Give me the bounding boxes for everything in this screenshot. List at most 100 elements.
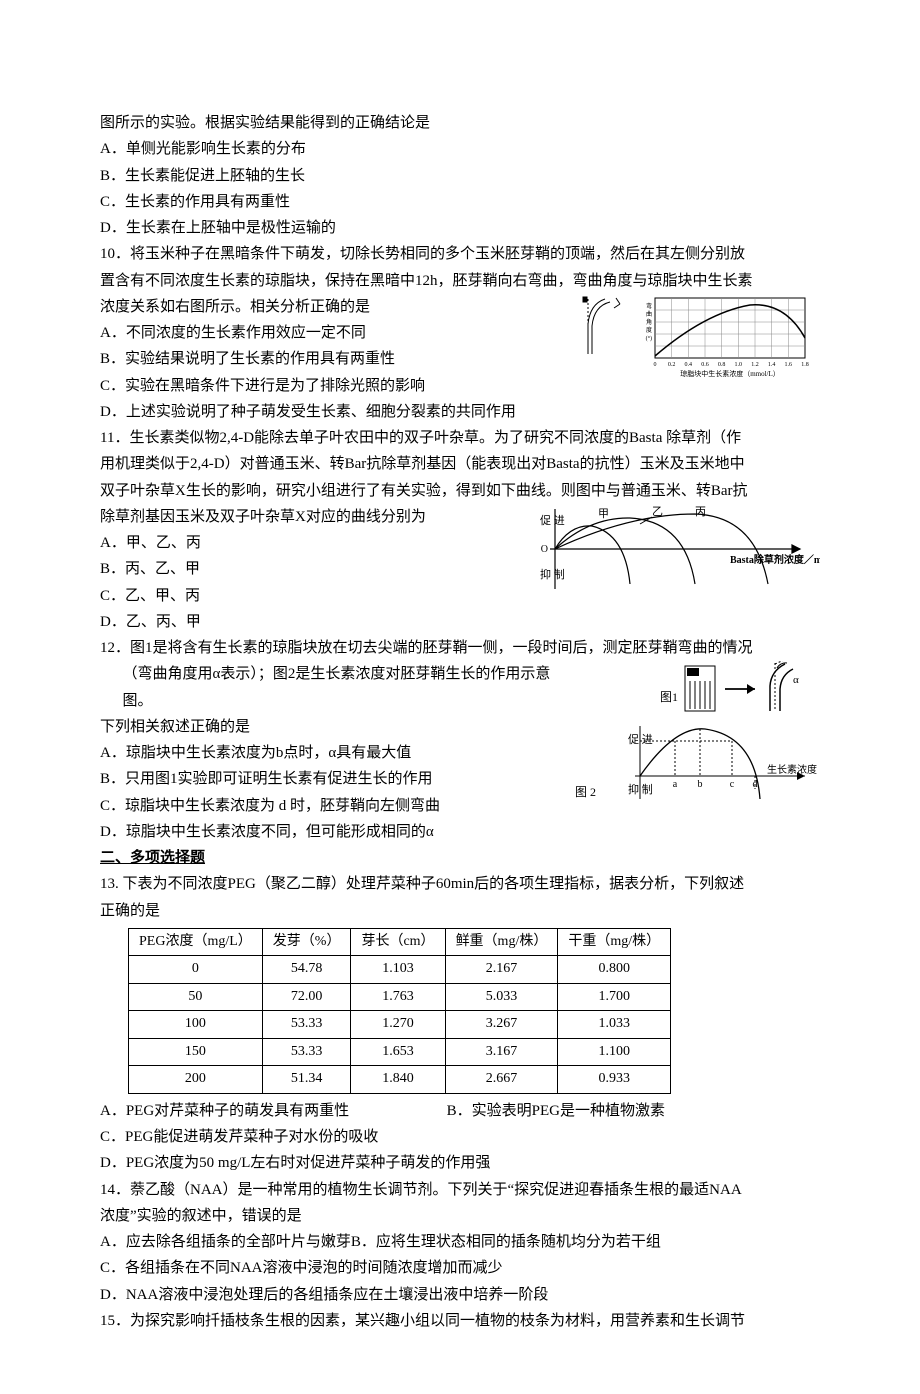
- q11-ylabel-bot: 抑 制: [540, 567, 565, 581]
- q11-opt-d: D．乙、丙、甲: [100, 609, 820, 635]
- table-cell: 1.840: [351, 1066, 445, 1094]
- q11-stem-1: 11．生长素类似物2,4-D能除去单子叶农田中的双子叶杂草。为了研究不同浓度的B…: [100, 425, 820, 451]
- table-row: 10053.331.2703.2671.033: [129, 1011, 671, 1039]
- q11-label-2: 乙: [652, 505, 663, 518]
- table-row: 054.781.1032.1670.800: [129, 956, 671, 984]
- table-row: 20051.341.8402.6670.933: [129, 1066, 671, 1094]
- table-cell: 53.33: [262, 1038, 351, 1066]
- table-cell: 5.033: [445, 983, 558, 1011]
- table-cell: 50: [129, 983, 263, 1011]
- q-intro-stem: 图所示的实验。根据实验结果能得到的正确结论是: [100, 110, 820, 136]
- q11-label-3: 丙: [695, 506, 706, 518]
- table-cell: 54.78: [262, 956, 351, 984]
- table-header: 干重（mg/株）: [558, 928, 671, 956]
- svg-text:角: 角: [646, 318, 652, 326]
- svg-text:0.8: 0.8: [718, 362, 726, 368]
- table-cell: 53.33: [262, 1011, 351, 1039]
- table-cell: 72.00: [262, 983, 351, 1011]
- svg-text:d: d: [753, 779, 758, 790]
- q12-ylabel-bot: 抑 制: [628, 782, 653, 796]
- table-row: 15053.331.6533.1671.100: [129, 1038, 671, 1066]
- q14-opt-c: C．各组插条在不同NAA溶液中浸泡的时间随浓度增加而减少: [100, 1255, 820, 1281]
- q-intro-opt-a: A．单侧光能影响生长素的分布: [100, 136, 820, 162]
- svg-text:0.4: 0.4: [685, 362, 693, 368]
- q-intro-opt-d: D．生长素在上胚轴中是极性运输的: [100, 215, 820, 241]
- svg-text:b: b: [698, 779, 703, 790]
- q12-ylabel-top: 促 进: [628, 732, 653, 746]
- q14-stem-1: 14．萘乙酸（NAA）是一种常用的植物生长调节剂。下列关于“探究促进迎春插条生根…: [100, 1177, 820, 1203]
- table-cell: 1.763: [351, 983, 445, 1011]
- q12-stem-1: 12．图1是将含有生长素的琼脂块放在切去尖端的胚芽鞘一侧，一段时间后，测定胚芽鞘…: [100, 635, 820, 661]
- table-header: 芽长（cm）: [351, 928, 445, 956]
- q11-zero: O: [541, 544, 548, 555]
- q13-opts-ab: A．PEG对芹菜种子的萌发具有两重性 B．实验表明PEG是一种植物激素: [100, 1098, 820, 1124]
- q13-opt-a: A．PEG对芹菜种子的萌发具有两重性: [100, 1103, 349, 1119]
- svg-text:度: 度: [646, 326, 652, 334]
- table-cell: 1.653: [351, 1038, 445, 1066]
- svg-text:c: c: [730, 779, 735, 790]
- q12-figure: α 图1 促 进 抑 制 a b c: [565, 661, 820, 806]
- table-header: 发芽（%）: [262, 928, 351, 956]
- table-cell: 1.700: [558, 983, 671, 1011]
- q12-xlabel: 生长素浓度: [767, 763, 817, 776]
- table-cell: 150: [129, 1038, 263, 1066]
- q13-stem-1: 13. 下表为不同浓度PEG（聚乙二醇）处理芹菜种子60min后的各项生理指标，…: [100, 871, 820, 897]
- table-cell: 0.933: [558, 1066, 671, 1094]
- q12-opt-d: D．琼脂块中生长素浓度不同，但可能形成相同的α: [100, 819, 820, 845]
- q12-fig2-label: 图 2: [575, 785, 596, 799]
- svg-text:1.4: 1.4: [768, 362, 776, 368]
- svg-text:1.2: 1.2: [751, 362, 759, 368]
- q11-stem-3: 双子叶杂草X生长的影响，研究小组进行了有关实验，得到如下曲线。则图中与普通玉米、…: [100, 478, 820, 504]
- q11-stem-2: 用机理类似于2,4-D）对普通玉米、转Bar抗除草剂基因（能表现出对Basta的…: [100, 451, 820, 477]
- q10-chart-xlabel: 琼脂块中生长素浓度（mmol/L）: [680, 369, 780, 378]
- section-2-heading: 二、多项选择题: [100, 845, 820, 871]
- q15-stem: 15．为探究影响扦插枝条生根的因素，某兴趣小组以同一植物的枝条为材料，用营养素和…: [100, 1308, 820, 1334]
- q11-xlabel: Basta除草剂浓度／mol·L⁻¹: [730, 553, 820, 566]
- q13-opt-b: B．实验表明PEG是一种植物激素: [447, 1103, 665, 1119]
- q10-chart-ylabel: 弯: [646, 302, 652, 310]
- table-cell: 3.267: [445, 1011, 558, 1039]
- table-cell: 200: [129, 1066, 263, 1094]
- q14-stem-2: 浓度”实验的叙述中，错误的是: [100, 1203, 820, 1229]
- table-cell: 0: [129, 956, 263, 984]
- svg-text:1.0: 1.0: [735, 362, 743, 368]
- q11-label-1: 甲: [598, 508, 609, 520]
- table-cell: 1.033: [558, 1011, 671, 1039]
- svg-text:0: 0: [654, 362, 657, 368]
- svg-text:0.6: 0.6: [701, 362, 709, 368]
- svg-text:a: a: [673, 779, 678, 790]
- table-cell: 51.34: [262, 1066, 351, 1094]
- table-cell: 1.270: [351, 1011, 445, 1039]
- table-cell: 1.103: [351, 956, 445, 984]
- q-intro-opt-c: C．生长素的作用具有两重性: [100, 189, 820, 215]
- q10-stem-2: 置含有不同浓度生长素的琼脂块，保持在黑暗中12h，胚芽鞘向右弯曲，弯曲角度与琼脂…: [100, 268, 820, 294]
- q14-opt-ab: A．应去除各组插条的全部叶片与嫩芽B．应将生理状态相同的插条随机均分为若干组: [100, 1229, 820, 1255]
- table-header: PEG浓度（mg/L）: [129, 928, 263, 956]
- table-header-row: PEG浓度（mg/L） 发芽（%） 芽长（cm） 鲜重（mg/株） 干重（mg/…: [129, 928, 671, 956]
- q13-table: PEG浓度（mg/L） 发芽（%） 芽长（cm） 鲜重（mg/株） 干重（mg/…: [128, 928, 671, 1094]
- q10-stem-1: 10．将玉米种子在黑暗条件下萌发，切除长势相同的多个玉米胚芽鞘的顶端，然后在其左…: [100, 241, 820, 267]
- q14-opt-d: D．NAA溶液中浸泡处理后的各组插条应在土壤浸出液中培养一阶段: [100, 1282, 820, 1308]
- table-row: 5072.001.7635.0331.700: [129, 983, 671, 1011]
- svg-text:1.6: 1.6: [785, 362, 793, 368]
- table-cell: 2.167: [445, 956, 558, 984]
- table-header: 鲜重（mg/株）: [445, 928, 558, 956]
- q-intro-opt-b: B．生长素能促进上胚轴的生长: [100, 163, 820, 189]
- q13-opt-d: D．PEG浓度为50 mg/L左右时对促进芹菜种子萌发的作用强: [100, 1150, 820, 1176]
- q11-ylabel-top: 促 进: [540, 513, 565, 527]
- table-cell: 2.667: [445, 1066, 558, 1094]
- svg-text:1.8: 1.8: [801, 362, 809, 368]
- q13-stem-2: 正确的是: [100, 898, 820, 924]
- q12-fig1-label: 图1: [660, 690, 678, 704]
- svg-text:(°): (°): [646, 335, 652, 342]
- q10-opt-d: D．上述实验说明了种子萌发受生长素、细胞分裂素的共同作用: [100, 399, 820, 425]
- q12-alpha: α: [793, 674, 799, 686]
- q13-opt-c: C．PEG能促进萌发芹菜种子对水份的吸收: [100, 1124, 820, 1150]
- table-cell: 1.100: [558, 1038, 671, 1066]
- q10-figure: 弯 曲 角 度 (°) 0 0.2 0.4 0.6 0.8 1.0 1.2 1.…: [570, 294, 820, 380]
- q11-figure: 促 进 O 抑 制 甲 乙 丙 Basta除草剂浓度／mol·L⁻¹: [530, 504, 820, 599]
- svg-text:0.2: 0.2: [668, 362, 676, 368]
- table-cell: 100: [129, 1011, 263, 1039]
- svg-text:曲: 曲: [646, 310, 652, 318]
- table-cell: 0.800: [558, 956, 671, 984]
